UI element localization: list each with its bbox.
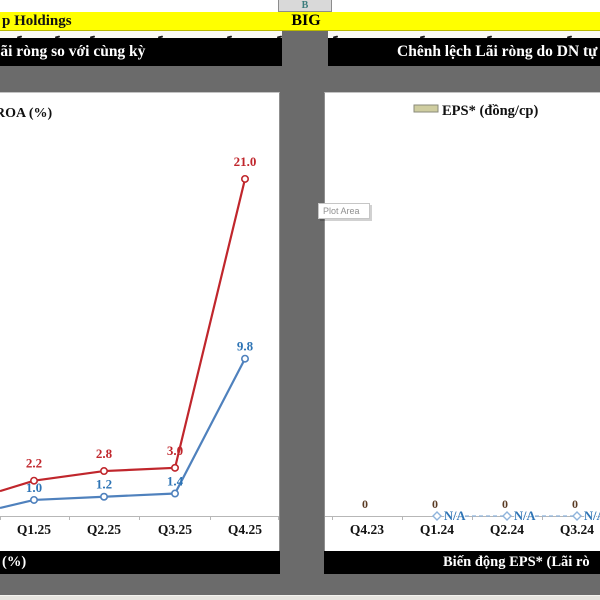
x-axis-label: Q2.25 (87, 522, 121, 537)
eps-chart-svg: EPS* (đồng/cp) 0 0 N/A 0 N/A 0 N/A Q4.23 Q1.24 Q2.… (325, 103, 600, 537)
na-label: N/A (444, 509, 466, 523)
data-point-label: 1.4 (167, 474, 184, 489)
section-footer-right-label: Biến động EPS* (Lãi rò (443, 554, 590, 570)
x-axis-label: Q4.23 (350, 522, 384, 537)
x-axis-label: Q2.24 (490, 522, 524, 537)
section-footer-right[interactable]: Biến động EPS* (Lãi rò (324, 551, 600, 574)
data-point-label: 3.0 (167, 443, 183, 458)
section-footer-left-label: (%) (2, 554, 27, 570)
data-point-label: 9.8 (237, 339, 254, 354)
zero-value-label: 0 (502, 497, 508, 511)
na-label: N/A (584, 509, 600, 523)
zero-value-label: 0 (572, 497, 578, 511)
data-point-label: 1.0 (26, 480, 42, 495)
column-header-b[interactable]: B (278, 0, 332, 12)
plot-area-tooltip-label: Plot Area (323, 206, 360, 216)
data-point-marker (241, 354, 250, 363)
na-marker (572, 511, 582, 521)
zero-value-label: 0 (362, 497, 368, 511)
clipped-text-row-right (328, 31, 600, 38)
na-marker (432, 511, 442, 521)
data-point-label: 2.2 (26, 456, 42, 471)
data-point-marker (29, 495, 38, 504)
legend-label-eps: EPS* (đồng/cp) (442, 103, 538, 119)
section-footer-left[interactable]: (%) (0, 551, 280, 574)
zero-value-label: 0 (432, 497, 438, 511)
x-axis-label: Q4.25 (228, 522, 262, 537)
section-header-left[interactable]: Lãi ròng so với cùng kỳ (0, 38, 282, 66)
series-line-0 (0, 178, 247, 493)
legend-label-roa: ROA (%) (0, 106, 53, 121)
plot-area-tooltip: Plot Area (318, 203, 370, 219)
x-axis-label: Q3.24 (560, 522, 594, 537)
section-header-left-label: Lãi ròng so với cùng kỳ (0, 43, 146, 60)
data-point-label: 1.2 (96, 477, 112, 492)
section-header-right-label: Chênh lệch Lãi ròng do DN tự (397, 43, 598, 60)
data-point-marker (100, 467, 109, 476)
data-point-marker (241, 174, 250, 183)
na-marker (502, 511, 512, 521)
data-point-marker (171, 463, 180, 472)
roa-chart-panel[interactable]: ROA (%) 2.2 2.8 3.0 21.0 1.0 1.2 1.4 9.8 Q1.25 Q2.… (0, 92, 280, 551)
roa-chart-svg: ROA (%) 2.2 2.8 3.0 21.0 1.0 1.2 1.4 9.8 Q1.25 Q2.… (0, 106, 279, 537)
data-point-marker (100, 492, 109, 501)
data-point-label: 2.8 (96, 446, 113, 461)
section-header-right[interactable]: Chênh lệch Lãi ròng do DN tự (328, 38, 600, 66)
x-axis-label: Q3.25 (158, 522, 192, 537)
bottom-divider (0, 595, 600, 600)
x-axis-label: Q1.24 (420, 522, 454, 537)
data-point-marker (29, 476, 38, 485)
company-name-partial: p Holdings (2, 13, 72, 29)
x-axis-label: Q1.25 (17, 522, 51, 537)
title-bar[interactable]: p Holdings BIG (0, 12, 600, 31)
clipped-text-row-left (0, 31, 282, 38)
column-header-row: B (0, 0, 600, 12)
eps-chart-panel[interactable]: EPS* (đồng/cp) 0 0 N/A 0 N/A 0 N/A Q4.23 Q1.24 Q2.… (324, 92, 600, 551)
data-point-marker (171, 489, 180, 498)
legend-swatch-eps (413, 104, 439, 113)
ticker-symbol: BIG (291, 12, 321, 29)
na-label: N/A (514, 509, 536, 523)
data-point-label: 21.0 (234, 154, 257, 169)
